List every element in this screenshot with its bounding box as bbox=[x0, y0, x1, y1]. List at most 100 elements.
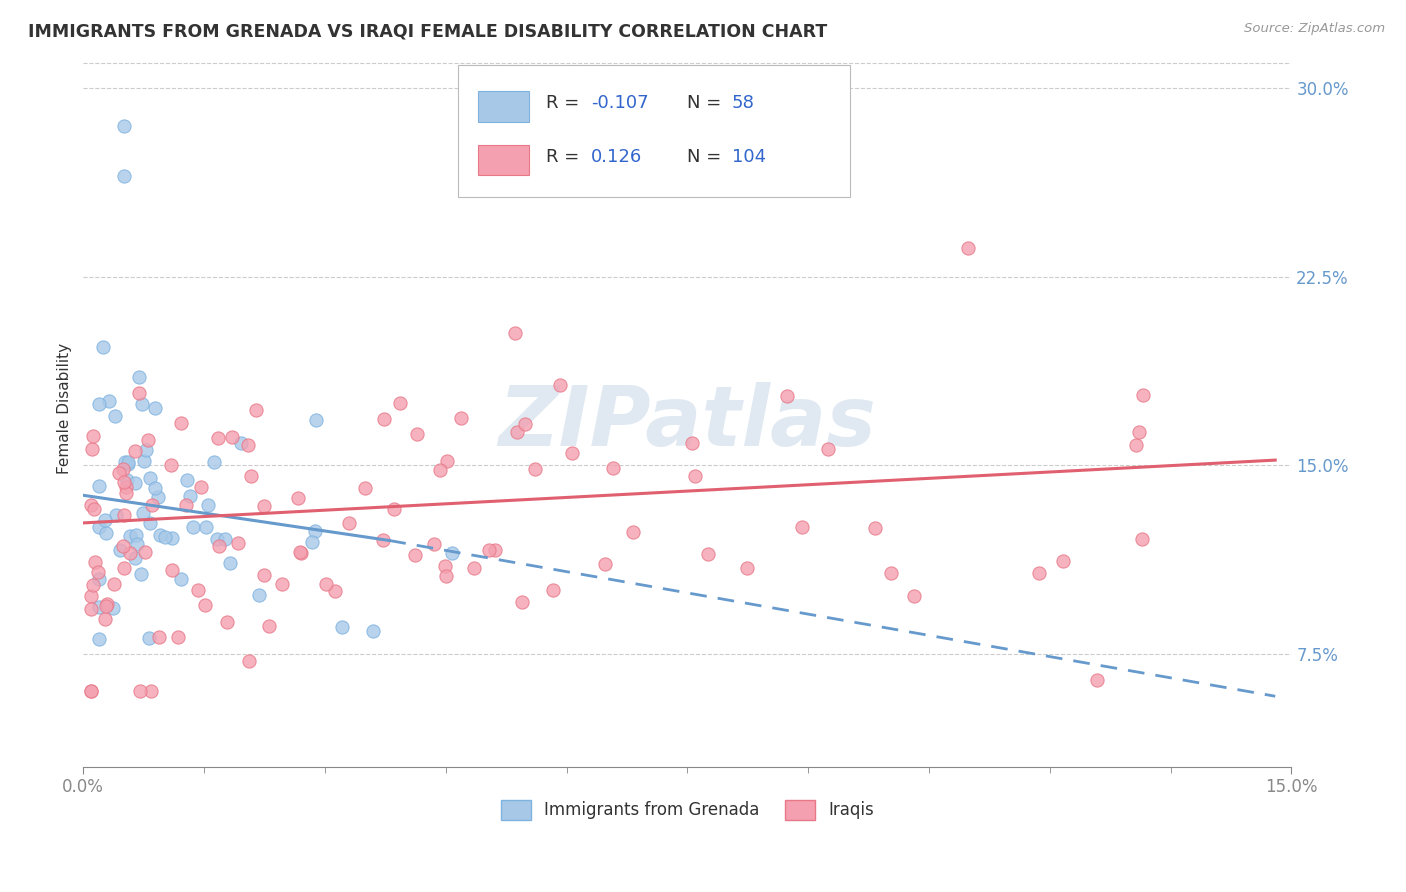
Point bbox=[96, 598, 118, 612]
Point bbox=[903, 589, 925, 603]
Point bbox=[176, 499, 198, 513]
Point bbox=[136, 433, 159, 447]
Point bbox=[131, 506, 153, 520]
Point bbox=[434, 559, 457, 574]
FancyBboxPatch shape bbox=[458, 65, 851, 197]
Point bbox=[218, 556, 240, 570]
Point bbox=[149, 527, 172, 541]
Point bbox=[1052, 554, 1074, 568]
Point bbox=[80, 589, 103, 603]
Point bbox=[361, 624, 384, 638]
Text: 0.126: 0.126 bbox=[591, 148, 643, 166]
Point bbox=[253, 567, 276, 582]
Point bbox=[134, 545, 156, 559]
Point bbox=[94, 612, 117, 626]
Point bbox=[89, 479, 111, 493]
Point bbox=[315, 576, 337, 591]
Point bbox=[1130, 532, 1153, 546]
Point bbox=[330, 620, 353, 634]
Point bbox=[373, 412, 395, 426]
Point bbox=[179, 489, 201, 503]
Point bbox=[124, 551, 146, 566]
Point bbox=[80, 684, 103, 698]
Point bbox=[89, 632, 111, 647]
Point bbox=[128, 370, 150, 384]
Point bbox=[117, 455, 139, 469]
Point bbox=[96, 526, 118, 541]
Point bbox=[1085, 673, 1108, 687]
Point bbox=[541, 582, 564, 597]
Point bbox=[80, 498, 103, 512]
Point bbox=[103, 601, 125, 615]
Point bbox=[111, 539, 134, 553]
Text: Source: ZipAtlas.com: Source: ZipAtlas.com bbox=[1244, 22, 1385, 36]
Point bbox=[429, 463, 451, 477]
Point bbox=[226, 535, 249, 549]
Point bbox=[373, 533, 395, 547]
Point bbox=[170, 416, 193, 430]
Point bbox=[214, 532, 236, 546]
Point bbox=[135, 442, 157, 457]
Point bbox=[288, 545, 311, 559]
Point bbox=[112, 508, 135, 523]
Point bbox=[240, 468, 263, 483]
Point bbox=[207, 532, 229, 546]
Point bbox=[238, 438, 260, 452]
Point bbox=[97, 394, 120, 409]
Point bbox=[160, 563, 183, 577]
Point bbox=[735, 561, 758, 575]
Point bbox=[94, 599, 117, 613]
Point bbox=[117, 457, 139, 471]
Text: IMMIGRANTS FROM GRENADA VS IRAQI FEMALE DISABILITY CORRELATION CHART: IMMIGRANTS FROM GRENADA VS IRAQI FEMALE … bbox=[28, 22, 827, 40]
Point bbox=[247, 588, 270, 602]
Point bbox=[593, 557, 616, 571]
Point bbox=[238, 654, 260, 668]
Point bbox=[406, 426, 429, 441]
Point bbox=[80, 442, 103, 457]
Point bbox=[83, 502, 105, 516]
Point bbox=[125, 537, 148, 551]
Point bbox=[176, 474, 198, 488]
Text: -0.107: -0.107 bbox=[591, 94, 648, 112]
Bar bbox=[478, 92, 529, 121]
Point bbox=[304, 524, 326, 539]
Point bbox=[450, 410, 472, 425]
Point bbox=[463, 560, 485, 574]
Point bbox=[143, 401, 166, 416]
Point bbox=[503, 326, 526, 340]
Point bbox=[602, 461, 624, 475]
Point bbox=[229, 436, 252, 450]
Point bbox=[155, 530, 177, 544]
Legend: Immigrants from Grenada, Iraqis: Immigrants from Grenada, Iraqis bbox=[495, 794, 880, 826]
Point bbox=[513, 417, 536, 432]
Point bbox=[139, 684, 162, 698]
Point bbox=[271, 576, 294, 591]
Point bbox=[217, 615, 239, 630]
Point bbox=[623, 525, 645, 540]
Point bbox=[103, 577, 125, 591]
Point bbox=[128, 386, 150, 401]
Point bbox=[146, 490, 169, 504]
Point bbox=[253, 499, 276, 513]
Point bbox=[441, 546, 464, 560]
Point bbox=[167, 630, 190, 644]
Point bbox=[112, 119, 135, 133]
Point bbox=[125, 528, 148, 542]
Point bbox=[148, 630, 170, 644]
Point bbox=[117, 474, 139, 488]
Point bbox=[776, 389, 799, 403]
Point bbox=[169, 572, 191, 586]
Point bbox=[287, 491, 309, 505]
Point bbox=[160, 458, 183, 472]
Point bbox=[1125, 438, 1147, 452]
Point bbox=[82, 577, 104, 591]
Point bbox=[257, 619, 280, 633]
Point bbox=[245, 402, 267, 417]
Point bbox=[82, 429, 104, 443]
Text: R =: R = bbox=[546, 148, 585, 166]
Point bbox=[139, 471, 162, 485]
Point bbox=[115, 480, 138, 494]
Point bbox=[337, 516, 360, 531]
Point bbox=[523, 461, 546, 475]
Text: ZIPatlas: ZIPatlas bbox=[498, 383, 876, 464]
